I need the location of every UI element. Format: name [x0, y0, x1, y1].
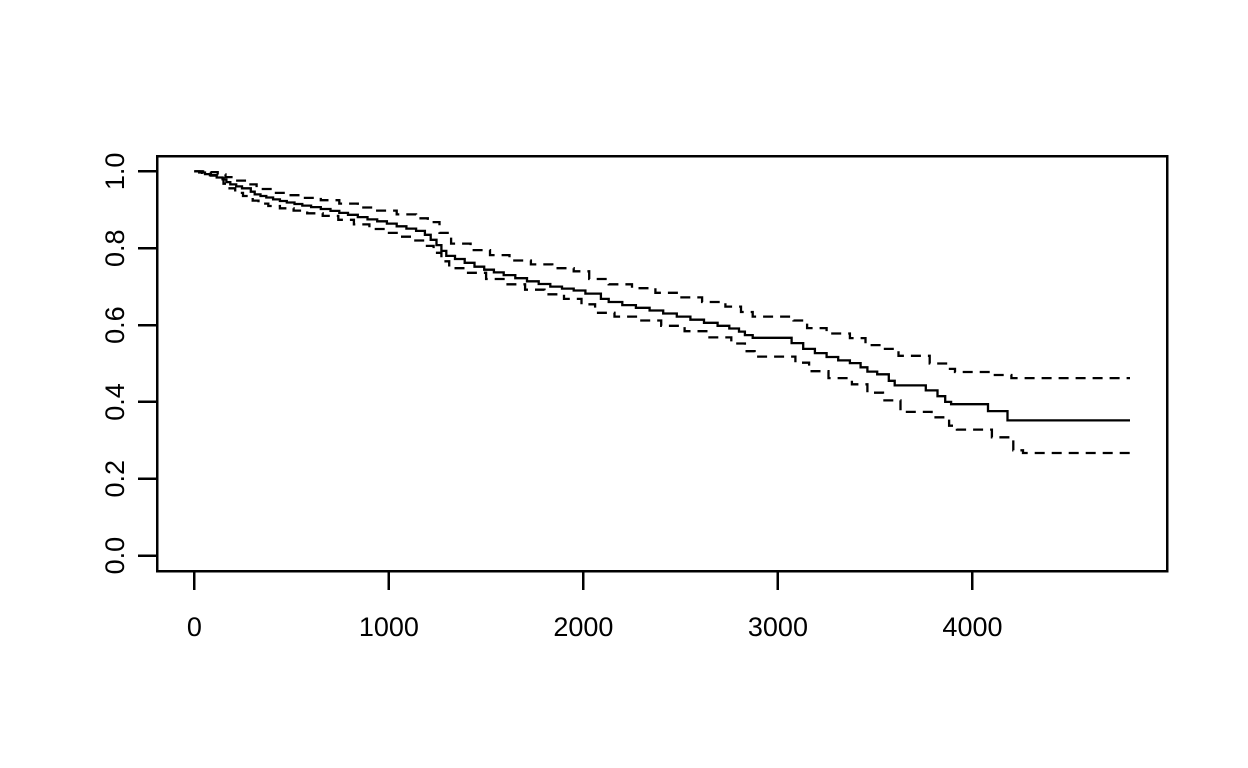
x-tick-label: 2000	[553, 612, 613, 642]
survival-estimate-curve	[194, 170, 1130, 422]
x-tick-label: 1000	[359, 612, 419, 642]
y-tick-label: 0.4	[100, 383, 130, 421]
y-tick-label: 0.6	[100, 306, 130, 344]
x-tick-label: 4000	[942, 612, 1002, 642]
upper-95-ci-curve	[194, 170, 1130, 380]
x-tick-label: 0	[187, 612, 202, 642]
y-tick-label: 0.0	[100, 537, 130, 575]
x-tick-label: 3000	[748, 612, 808, 642]
plot-box	[155, 154, 1169, 573]
y-tick-label: 0.8	[100, 229, 130, 267]
y-tick-label: 1.0	[100, 153, 130, 191]
lower-95-ci-curve	[194, 170, 1130, 455]
y-tick-label: 0.2	[100, 460, 130, 498]
